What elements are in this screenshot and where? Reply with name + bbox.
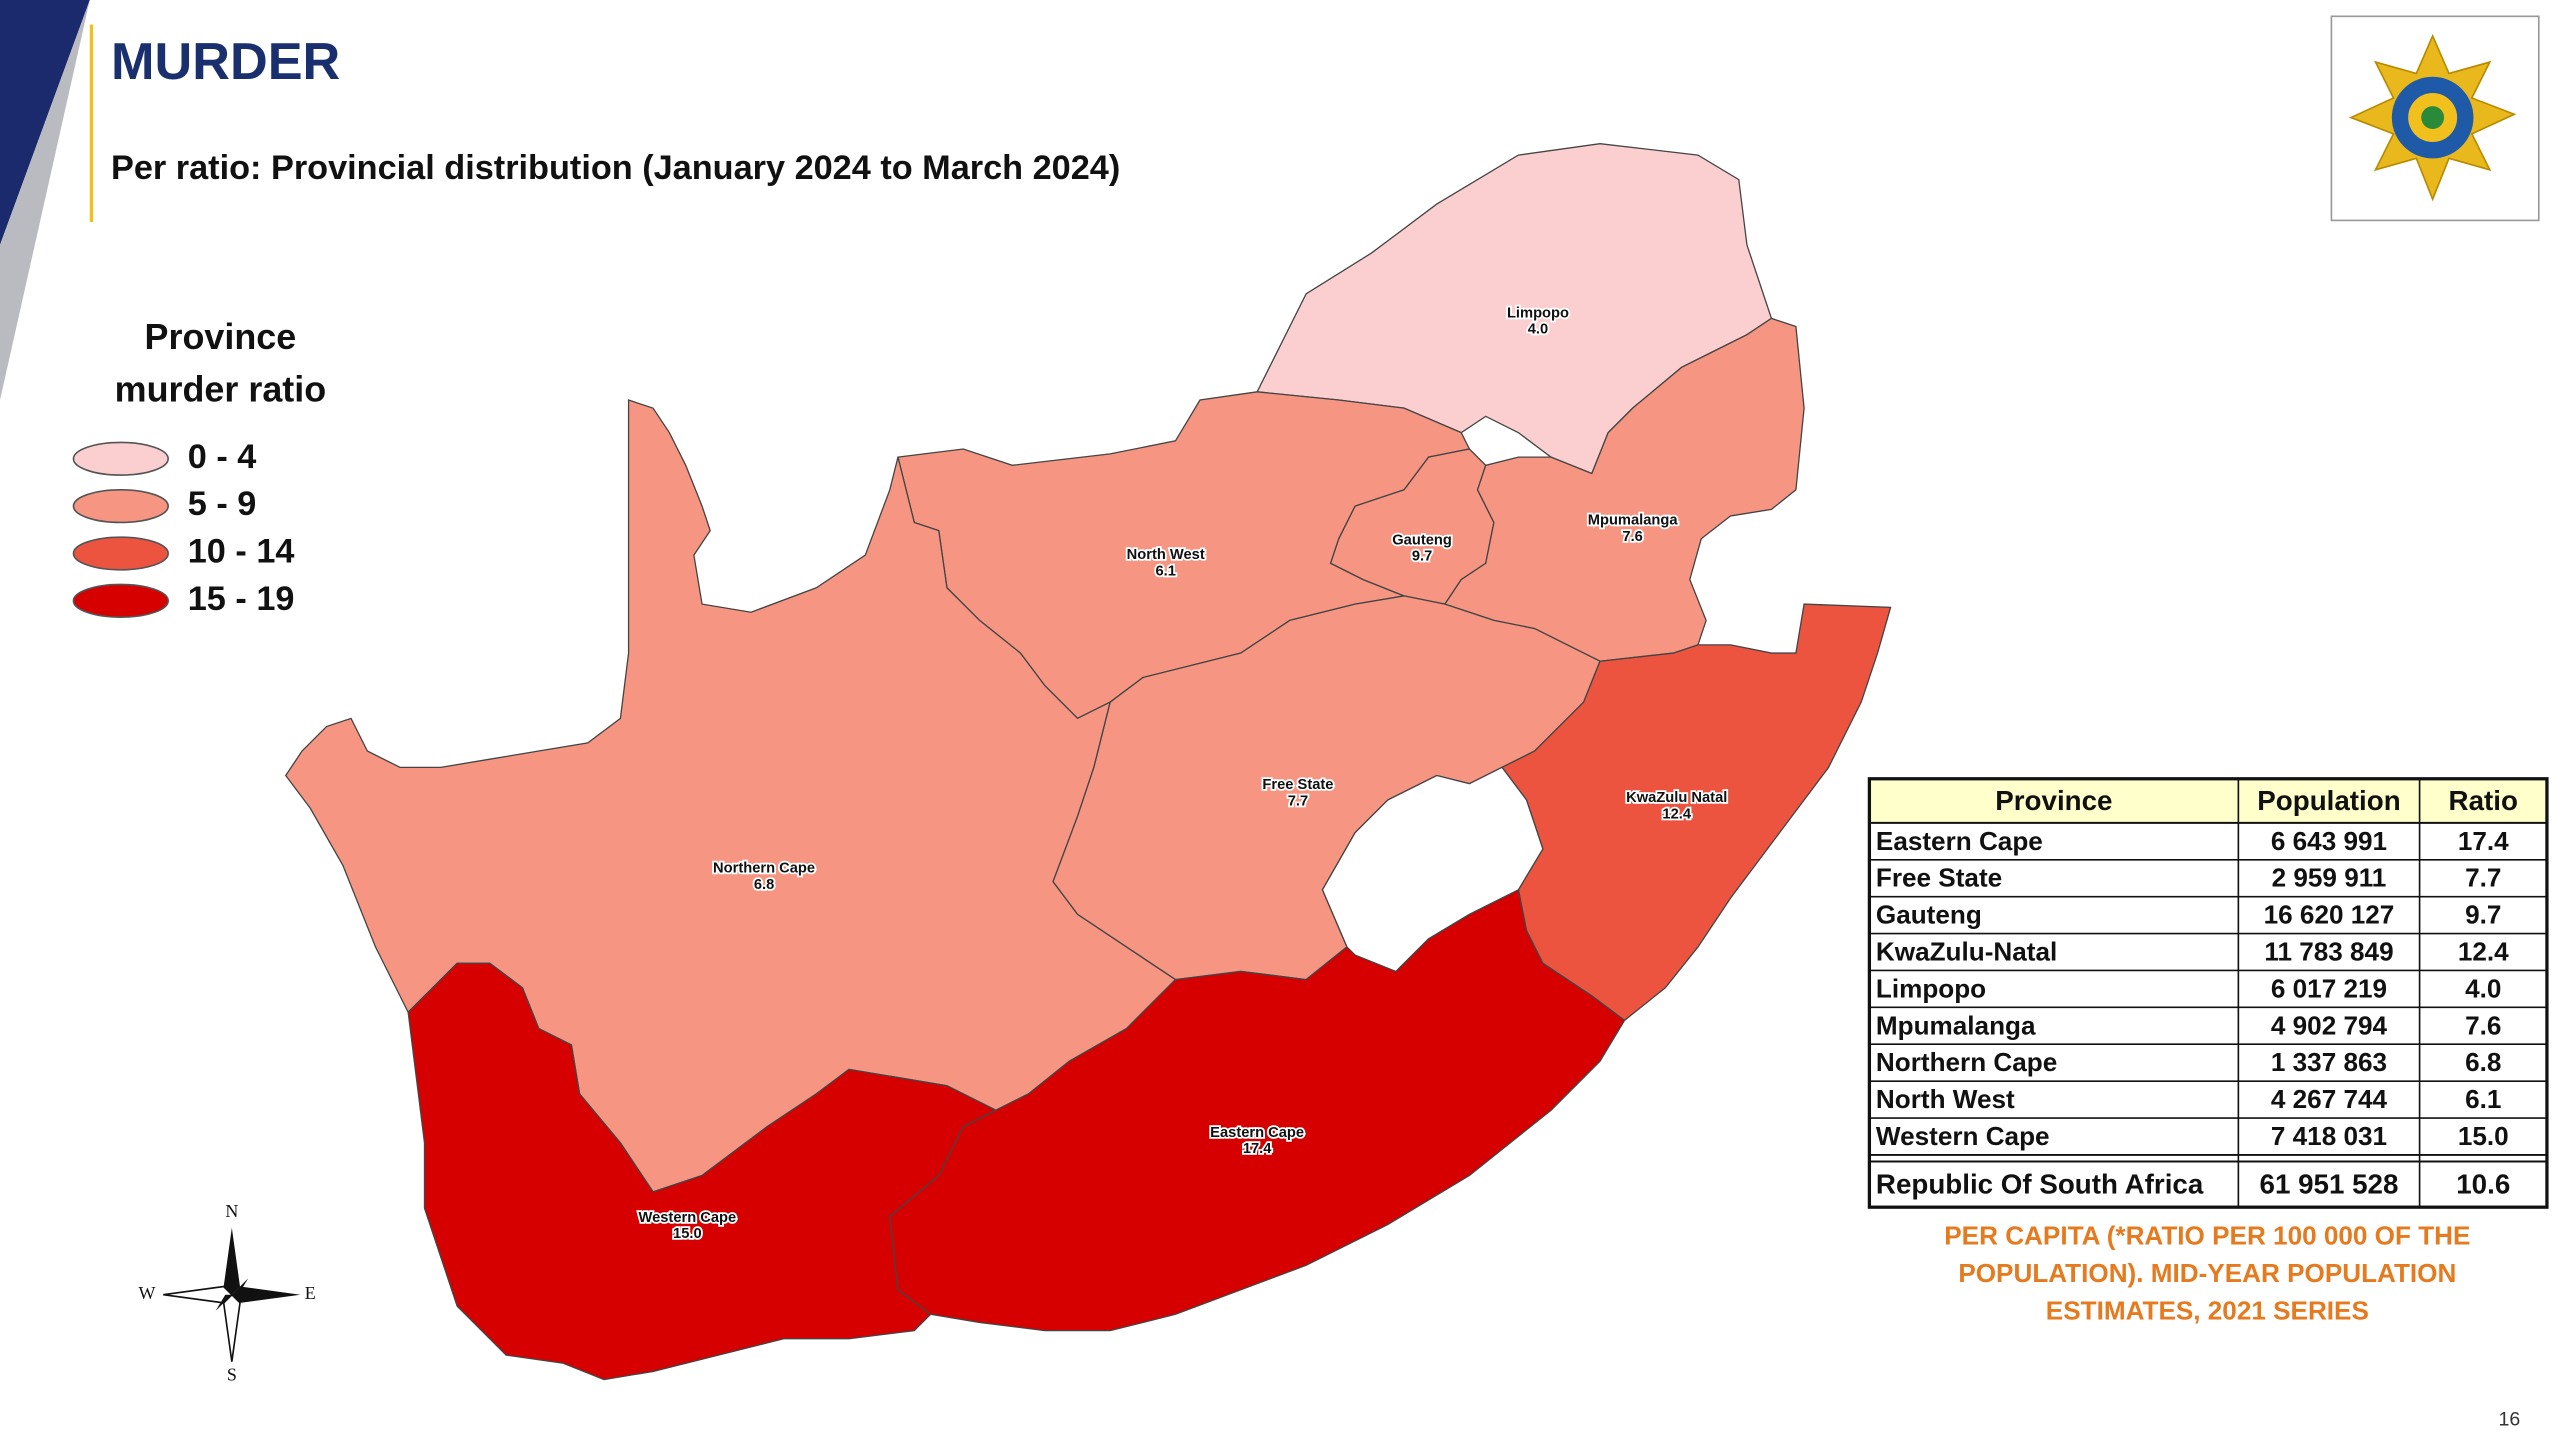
table-cell: 1 337 863 <box>2271 1047 2387 1077</box>
legend-title: murder ratio <box>115 368 327 409</box>
table-cell: Free State <box>1876 863 2002 893</box>
table-cell: 4 902 794 <box>2271 1010 2388 1040</box>
table-cell: Gauteng <box>1876 900 1982 930</box>
table-cell: 16 620 127 <box>2264 900 2395 930</box>
legend-swatch <box>72 441 169 476</box>
lesotho <box>1321 766 1544 973</box>
footnote-line: POPULATION). MID-YEAR POPULATION <box>1958 1258 2456 1288</box>
table-total: 10.6 <box>2456 1168 2510 1199</box>
province-ratio: 6.8 <box>754 877 774 893</box>
page-number: 16 <box>2498 1409 2520 1431</box>
logo <box>2330 15 2540 222</box>
title: MURDER <box>111 33 340 91</box>
table-cell: 7.7 <box>2465 863 2501 893</box>
legend-label: 15 - 19 <box>188 580 295 618</box>
table-cell: 4 267 744 <box>2271 1084 2388 1114</box>
table-cell: Limpopo <box>1876 973 1986 1003</box>
province-name: Western Cape <box>639 1210 737 1226</box>
table-cell: 7.6 <box>2465 1010 2501 1040</box>
province-name: Eastern Cape <box>1210 1125 1304 1141</box>
table-header: Province <box>1995 785 2112 816</box>
table-header-bg <box>1869 778 2547 823</box>
province-ratio: 7.7 <box>1288 794 1308 810</box>
footnote: PER CAPITA (*RATIO PER 100 000 OF THE POP… <box>1944 1220 2470 1325</box>
table-cell: 6.8 <box>2465 1047 2501 1077</box>
table-cell: 6.1 <box>2465 1084 2501 1114</box>
legend-label: 5 - 9 <box>188 485 257 523</box>
compass-letter: E <box>305 1283 316 1303</box>
province-ratio: 15.0 <box>673 1226 702 1242</box>
table-cell: Eastern Cape <box>1876 826 2043 856</box>
table-cell: KwaZulu-Natal <box>1876 937 2057 967</box>
table-cell: 2 959 911 <box>2272 863 2387 893</box>
table-cell: Western Cape <box>1876 1121 2050 1151</box>
province-name: Northern Cape <box>713 860 815 876</box>
province-name: Mpumalanga <box>1588 513 1679 529</box>
province-name: Limpopo <box>1507 305 1569 321</box>
table-header: Ratio <box>2449 785 2518 816</box>
table-cell: Mpumalanga <box>1876 1010 2036 1040</box>
table-cell: Northern Cape <box>1876 1047 2057 1077</box>
subtitle: Per ratio: Provincial distribution (Janu… <box>111 149 1120 187</box>
table-cell: 6 643 991 <box>2271 826 2387 856</box>
province-name: Gauteng <box>1392 532 1452 548</box>
legend-swatch <box>72 488 169 524</box>
compass: N S W E <box>138 1201 315 1384</box>
province-ratio: 17.4 <box>1243 1141 1272 1157</box>
province <box>407 962 998 1381</box>
legend-title: Province <box>145 316 297 357</box>
legend-label: 10 - 14 <box>188 533 295 571</box>
compass-letter: S <box>227 1364 237 1384</box>
table-cell: 4.0 <box>2465 973 2501 1003</box>
table-cell: 17.4 <box>2458 826 2509 856</box>
province-ratio: 12.4 <box>1662 807 1691 823</box>
province-ratio: 6.1 <box>1156 563 1176 579</box>
legend-swatch <box>72 583 169 618</box>
table-cell: North West <box>1876 1084 2015 1114</box>
compass-letter: W <box>138 1283 155 1303</box>
compass-letter: N <box>225 1201 238 1221</box>
legend: Province murder ratio 0 - 4 5 - 9 10 - 14 15 … <box>72 316 327 618</box>
province-name: North West <box>1127 547 1205 563</box>
province-name: KwaZulu Natal <box>1626 790 1727 806</box>
corner-decoration <box>0 0 90 400</box>
table-cell: 7 418 031 <box>2271 1121 2387 1151</box>
province <box>1443 317 1805 662</box>
province-name: Free State <box>1262 777 1333 793</box>
province-ratio: 7.6 <box>1622 529 1642 545</box>
province-ratio: 4.0 <box>1528 322 1548 338</box>
table-cell: 12.4 <box>2458 937 2509 967</box>
province <box>889 888 1626 1332</box>
table-total: Republic Of South Africa <box>1876 1168 2204 1199</box>
table-cell: 9.7 <box>2465 900 2501 930</box>
footnote-line: PER CAPITA (*RATIO PER 100 000 OF THE <box>1944 1220 2470 1250</box>
table-cell: 11 783 849 <box>2264 937 2393 967</box>
legend-swatch <box>72 536 169 571</box>
table-frame <box>1867 777 2549 1209</box>
table-header: Population <box>2257 785 2400 816</box>
table-total: 61 951 528 <box>2260 1168 2399 1199</box>
table-cell: 6 017 219 <box>2271 973 2387 1003</box>
table-cell: 15.0 <box>2458 1121 2509 1151</box>
legend-label: 0 - 4 <box>188 438 257 476</box>
province-ratio: 9.7 <box>1412 549 1432 565</box>
data-table: Province Population Ratio Eastern Cape 6 643… <box>1867 777 2549 1209</box>
footnote-line: ESTIMATES, 2021 SERIES <box>2046 1296 2369 1326</box>
